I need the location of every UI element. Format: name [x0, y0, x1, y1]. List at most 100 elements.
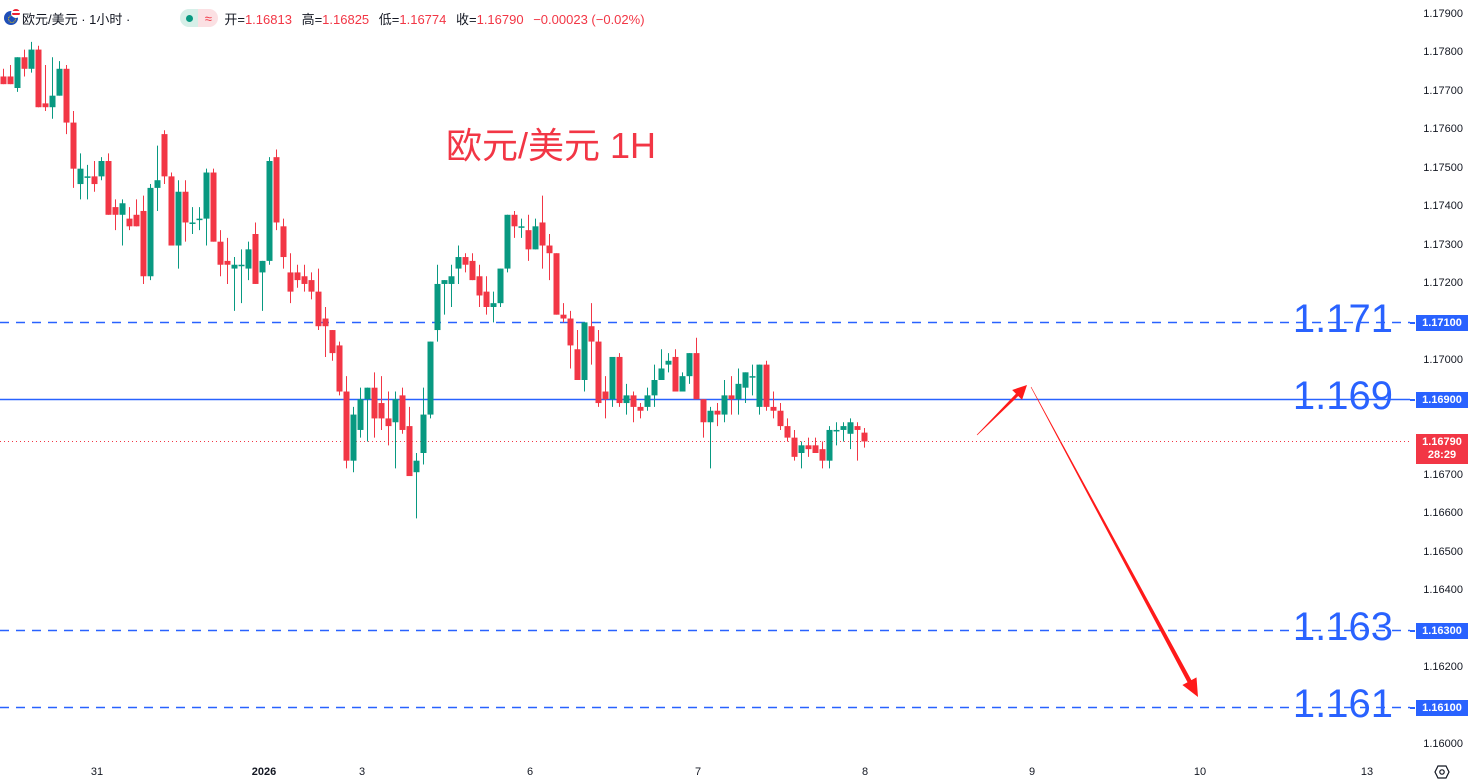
candle: [336, 341, 343, 396]
candle: [63, 64, 70, 135]
candle: [364, 387, 371, 442]
time-tick-label: 6: [526, 766, 534, 778]
time-tick-label: 3: [358, 766, 366, 778]
level-big-label: 1.171: [1292, 296, 1393, 341]
price-tick-label: 1.16500: [1423, 545, 1463, 558]
price-tick-label: 1.16400: [1423, 584, 1463, 597]
candle: [140, 195, 147, 284]
annotation-title[interactable]: 欧元/美元 1H: [446, 125, 657, 166]
candle: [518, 218, 525, 238]
time-tick-label: 7: [694, 766, 702, 778]
candle: [294, 264, 301, 288]
candle: [651, 364, 658, 407]
candle: [203, 168, 210, 246]
price-tick-label: 1.17200: [1423, 276, 1463, 289]
price-tick-label: 1.17300: [1423, 238, 1463, 251]
candle: [784, 418, 791, 442]
candle: [21, 49, 28, 77]
ohlc-values: 开=1.16813 高=1.16825 低=1.16774 收=1.16790 …: [224, 9, 650, 28]
candle: [455, 245, 462, 284]
candle: [840, 422, 847, 442]
candle: [441, 280, 448, 315]
candle: [112, 199, 119, 231]
candle: [476, 264, 483, 307]
candle: [350, 406, 357, 473]
candle: [427, 341, 434, 419]
candle: [595, 330, 602, 407]
candle: [854, 422, 861, 461]
candle: [280, 218, 287, 269]
status-pill[interactable]: ≈: [180, 9, 219, 27]
candle: [504, 214, 511, 273]
price-tick-label: 1.16700: [1423, 469, 1463, 482]
price-tick-label: 1.16200: [1423, 661, 1463, 674]
candle: [616, 353, 623, 407]
level-price-tag: 1.16100: [1416, 699, 1468, 716]
candle: [448, 264, 455, 307]
candle: [644, 387, 651, 411]
candle: [28, 41, 35, 73]
time-tick-label: 8: [861, 766, 869, 778]
candle: [329, 330, 336, 361]
arrow-icon[interactable]: [976, 385, 1027, 436]
candle: [581, 322, 588, 392]
candle: [714, 403, 721, 427]
candle: [371, 372, 378, 438]
candle: [308, 272, 315, 300]
candle: [147, 184, 154, 281]
symbol-label[interactable]: 欧元/美元 · 1小时 ·: [22, 11, 131, 27]
candle: [35, 45, 42, 108]
candle: [798, 441, 805, 469]
candle: [434, 264, 441, 342]
candle: [273, 149, 280, 231]
time-tick-label: 2026: [251, 766, 277, 778]
level-tick: [1410, 706, 1415, 709]
candle: [693, 337, 700, 400]
arrow-icon[interactable]: [1030, 386, 1198, 697]
candle: [483, 276, 490, 315]
candle: [7, 64, 14, 85]
candle: [686, 353, 693, 384]
forecast-arrows[interactable]: [976, 385, 1198, 697]
candle: [315, 268, 322, 331]
price-tick-label: 1.16000: [1423, 737, 1463, 750]
candle: [119, 199, 126, 246]
level-tick: [1410, 321, 1415, 324]
candle: [672, 349, 679, 392]
candle: [210, 168, 217, 242]
candle: [735, 368, 742, 415]
candle: [763, 360, 770, 411]
candle: [357, 387, 364, 438]
candle: [189, 207, 196, 234]
candle: [707, 406, 714, 469]
candle: [98, 157, 105, 181]
candle: [105, 153, 112, 215]
candle: [70, 111, 77, 188]
candle: [833, 422, 840, 446]
candle: [161, 130, 168, 185]
candle: [805, 437, 812, 457]
eur-usd-flag-icon: [4, 8, 21, 25]
price-tick-label: 1.17600: [1423, 123, 1463, 136]
candle: [756, 364, 763, 415]
candle: [378, 376, 385, 430]
candle: [679, 372, 686, 392]
candle: [175, 180, 182, 269]
axis-settings-icon[interactable]: [1434, 765, 1450, 779]
change-value: −0.00023 (−0.02%): [533, 11, 645, 27]
candle: [14, 57, 21, 92]
time-tick-label: 9: [1028, 766, 1036, 778]
candle: [560, 303, 567, 323]
candle: [462, 253, 469, 273]
candle: [49, 57, 56, 119]
candle: [665, 353, 672, 373]
candle: [812, 437, 819, 453]
level-big-label: 1.161: [1292, 681, 1393, 726]
candle: [777, 403, 784, 430]
candle: [56, 61, 63, 96]
candle: [420, 387, 427, 465]
candle: [609, 356, 616, 407]
time-tick-label: 10: [1193, 766, 1207, 778]
current-price-tag: 1.16790 28:29: [1416, 433, 1468, 464]
